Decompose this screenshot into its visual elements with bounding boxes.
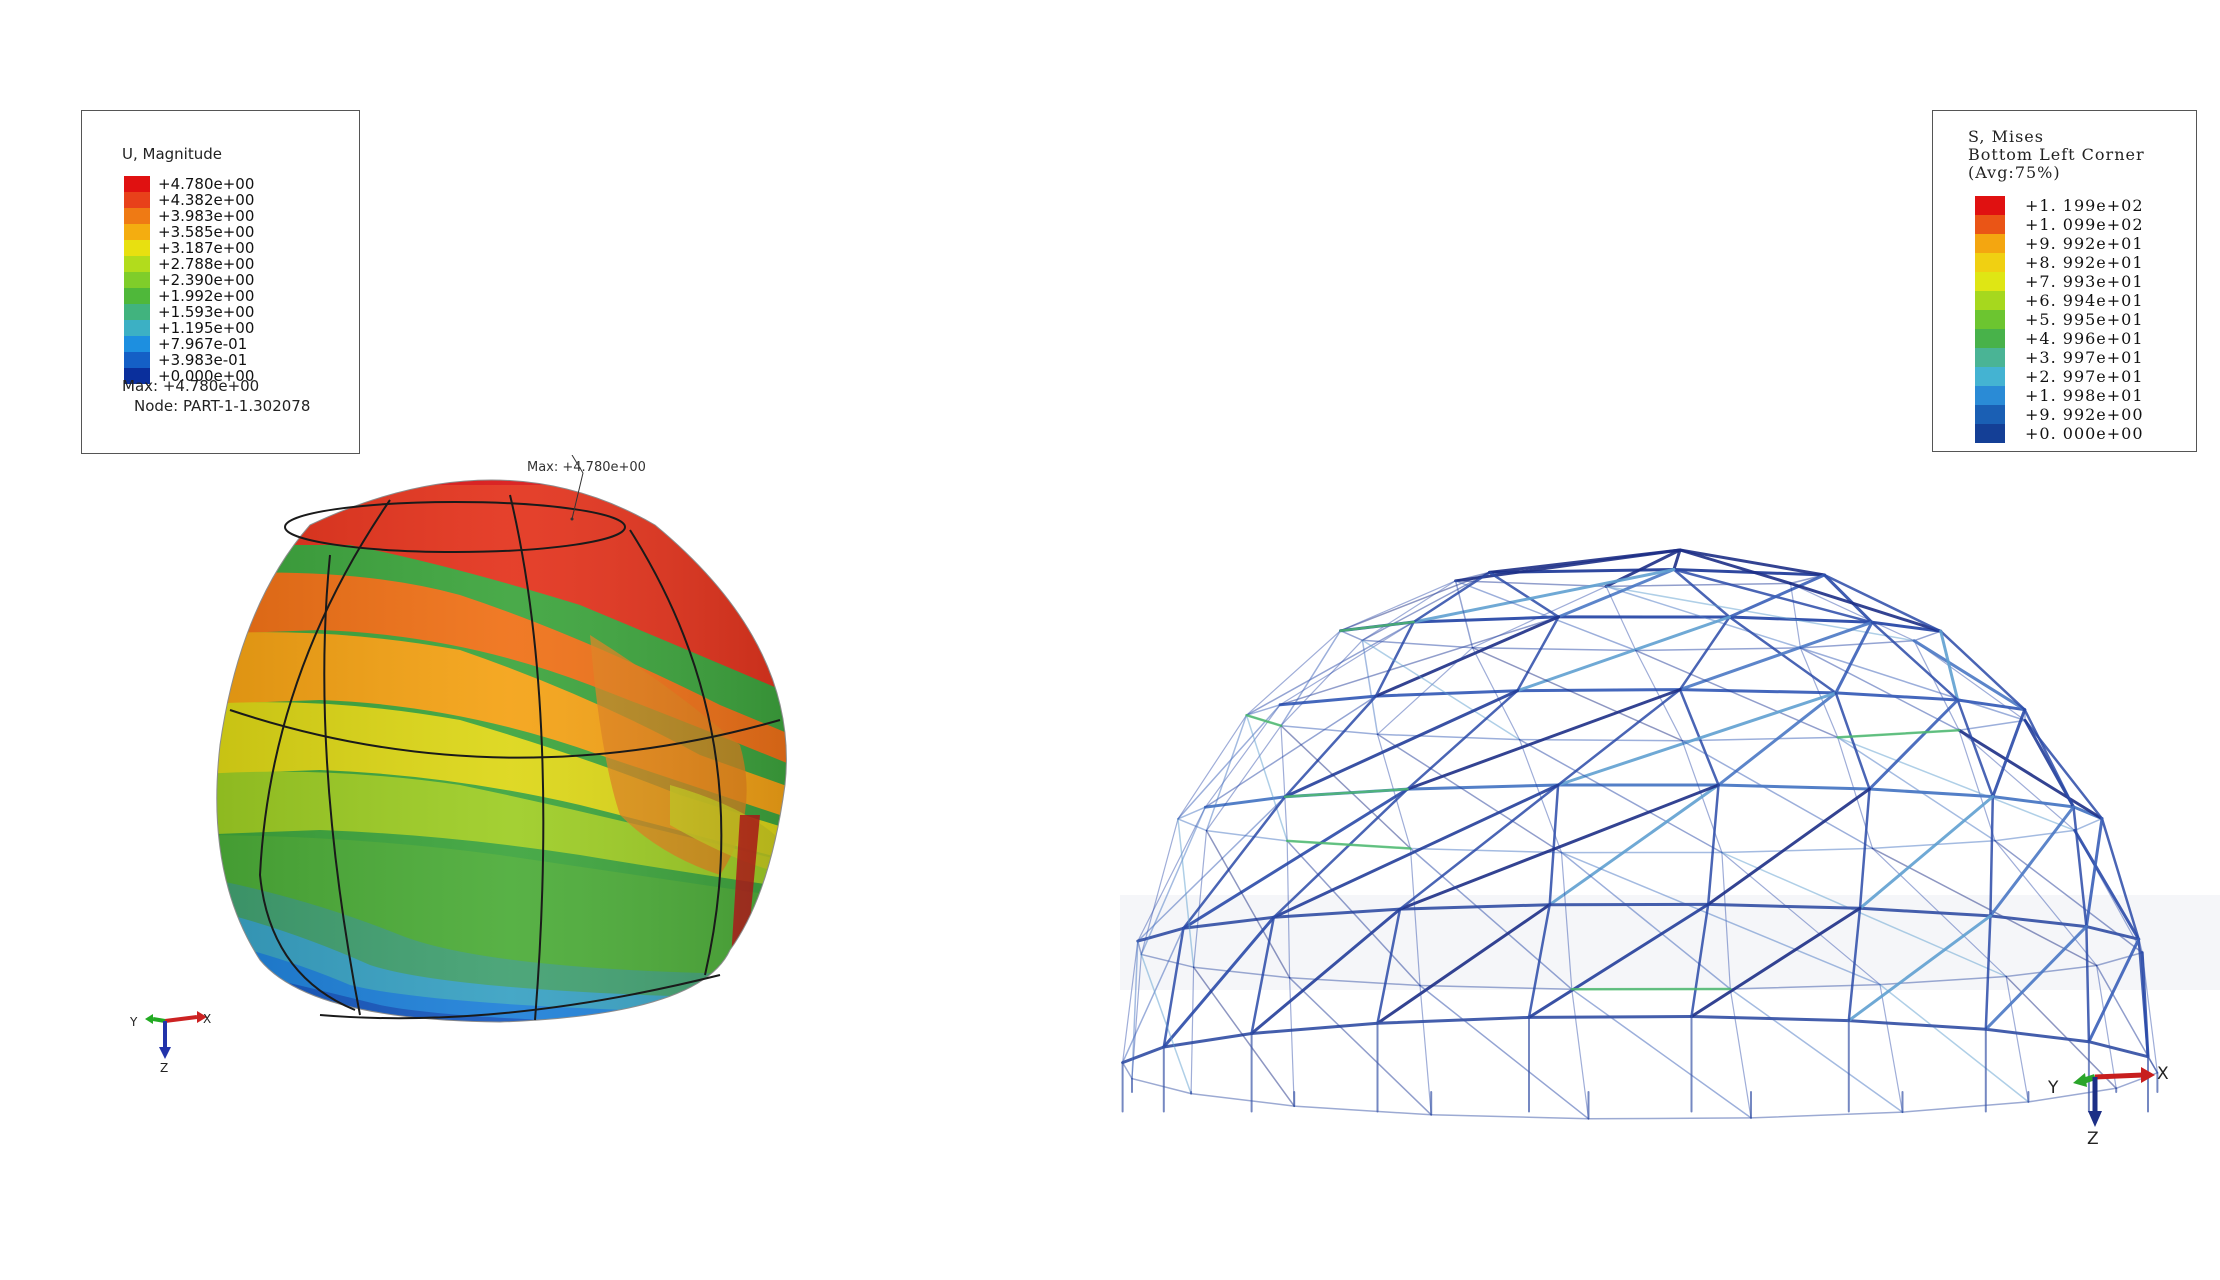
legend-entry: +4. 996e+01 — [1975, 329, 2144, 348]
legend-entry: +1.992e+00 — [124, 288, 254, 304]
legend-entry: +7. 993e+01 — [1975, 272, 2144, 291]
legend-max-value: Max: +4.780e+00 — [122, 377, 260, 395]
legend-title-line-3: (Avg:75%) — [1968, 163, 2061, 182]
legend-entry: +1. 199e+02 — [1975, 196, 2144, 215]
legend-max-node: Node: PART-1-1.302078 — [134, 397, 311, 415]
legend-entry: +3.983e-01 — [124, 352, 247, 368]
legend-value: +9. 992e+00 — [2025, 405, 2144, 424]
legend-value: +3.585e+00 — [158, 222, 255, 241]
legend-entry: +1.195e+00 — [124, 320, 254, 336]
legend-entry: +0.000e+00 — [124, 368, 254, 384]
legend-title-line-1: S, Mises — [1968, 127, 2044, 146]
legend-swatch — [1975, 215, 2005, 234]
legend-swatch — [1975, 291, 2005, 310]
legend-swatch — [124, 288, 150, 304]
legend-value: +3.187e+00 — [158, 238, 255, 257]
sphere-contour-plot — [216, 455, 787, 1023]
legend-value: +5. 995e+01 — [2025, 310, 2144, 329]
legend-swatch — [1975, 253, 2005, 272]
legend-value: +0. 000e+00 — [2025, 424, 2144, 443]
legend-value: +7. 993e+01 — [2025, 272, 2144, 291]
legend-swatch — [1975, 348, 2005, 367]
axis-y-label: Y — [130, 1015, 138, 1029]
legend-swatch — [1975, 367, 2005, 386]
legend-value: +7.967e-01 — [158, 334, 248, 353]
legend-value: +9. 992e+01 — [2025, 234, 2144, 253]
legend-swatch — [1975, 272, 2005, 291]
legend-value: +4. 996e+01 — [2025, 329, 2144, 348]
legend-swatch — [124, 176, 150, 192]
displacement-legend: U, Magnitude +4.780e+00 +4.382e+00 +3.983e… — [81, 110, 360, 454]
legend-entry: +3. 997e+01 — [1975, 348, 2144, 367]
legend-value: +3. 997e+01 — [2025, 348, 2144, 367]
legend-swatch — [1975, 405, 2005, 424]
legend-swatch — [124, 336, 150, 352]
legend-entry: +2.788e+00 — [124, 256, 254, 272]
legend-swatch — [124, 368, 150, 384]
legend-swatch — [1975, 329, 2005, 348]
legend-value: +8. 992e+01 — [2025, 253, 2144, 272]
legend-value: +1.195e+00 — [158, 318, 255, 337]
legend-entry: +7.967e-01 — [124, 336, 247, 352]
legend-value: +4.382e+00 — [158, 190, 255, 209]
axis-x-label: X — [203, 1012, 212, 1026]
legend-swatch — [1975, 386, 2005, 405]
legend-entry: +2. 997e+01 — [1975, 367, 2144, 386]
legend-entry: +9. 992e+01 — [1975, 234, 2144, 253]
axis-triad: X Y Z — [125, 1005, 225, 1075]
legend-title: U, Magnitude — [122, 145, 222, 163]
displacement-contour-panel: U, Magnitude +4.780e+00 +4.382e+00 +3.983e… — [0, 0, 1000, 1280]
geodesic-dome-wireframe — [1120, 548, 2220, 1120]
axis-triad: X Y Z — [2045, 1055, 2175, 1149]
legend-entry: +1.593e+00 — [124, 304, 254, 320]
legend-swatch — [124, 304, 150, 320]
max-value-annotation: Max: +4.780e+00 — [527, 460, 646, 475]
legend-entry: +8. 992e+01 — [1975, 253, 2144, 272]
legend-value: +2.390e+00 — [158, 270, 255, 289]
legend-swatch — [124, 224, 150, 240]
mises-stress-panel: S, Mises Bottom Left Corner (Avg:75%) +1… — [1000, 0, 2220, 1280]
legend-swatch — [1975, 310, 2005, 329]
legend-entry: +6. 994e+01 — [1975, 291, 2144, 310]
axis-z-label: Z — [160, 1061, 169, 1075]
legend-value: +0.000e+00 — [158, 366, 255, 385]
legend-value: +2. 997e+01 — [2025, 367, 2144, 386]
legend-entry: +4.382e+00 — [124, 192, 254, 208]
legend-entry: +3.585e+00 — [124, 224, 254, 240]
legend-entry: +4.780e+00 — [124, 176, 254, 192]
legend-swatch — [124, 240, 150, 256]
legend-value: +3.983e+00 — [158, 206, 255, 225]
legend-swatch — [1975, 196, 2005, 215]
legend-swatch — [1975, 234, 2005, 253]
legend-swatch — [124, 256, 150, 272]
legend-value: +1. 099e+02 — [2025, 215, 2144, 234]
legend-swatch — [124, 272, 150, 288]
legend-value: +4.780e+00 — [158, 174, 255, 193]
legend-entry: +5. 995e+01 — [1975, 310, 2144, 329]
legend-swatch — [124, 192, 150, 208]
legend-entry: +3.187e+00 — [124, 240, 254, 256]
axis-y-label: Y — [2048, 1078, 2059, 1098]
legend-value: +2.788e+00 — [158, 254, 255, 273]
legend-swatch — [124, 208, 150, 224]
legend-value: +1.992e+00 — [158, 286, 255, 305]
legend-entry: +1. 099e+02 — [1975, 215, 2144, 234]
legend-swatch — [1975, 424, 2005, 443]
legend-value: +1. 199e+02 — [2025, 196, 2144, 215]
legend-entry: +3.983e+00 — [124, 208, 254, 224]
legend-entry: +1. 998e+01 — [1975, 386, 2144, 405]
legend-title-line-2: Bottom Left Corner — [1968, 145, 2145, 164]
legend-swatch — [124, 352, 150, 368]
legend-value: +1. 998e+01 — [2025, 386, 2144, 405]
legend-entry: +0. 000e+00 — [1975, 424, 2144, 443]
legend-entry: +2.390e+00 — [124, 272, 254, 288]
axis-z-label: Z — [2087, 1129, 2099, 1149]
axis-x-label: X — [2157, 1064, 2169, 1084]
mises-legend: S, Mises Bottom Left Corner (Avg:75%) +1… — [1932, 110, 2197, 452]
legend-entry: +9. 992e+00 — [1975, 405, 2144, 424]
legend-value: +1.593e+00 — [158, 302, 255, 321]
legend-swatch — [124, 320, 150, 336]
legend-value: +3.983e-01 — [158, 350, 248, 369]
legend-value: +6. 994e+01 — [2025, 291, 2144, 310]
